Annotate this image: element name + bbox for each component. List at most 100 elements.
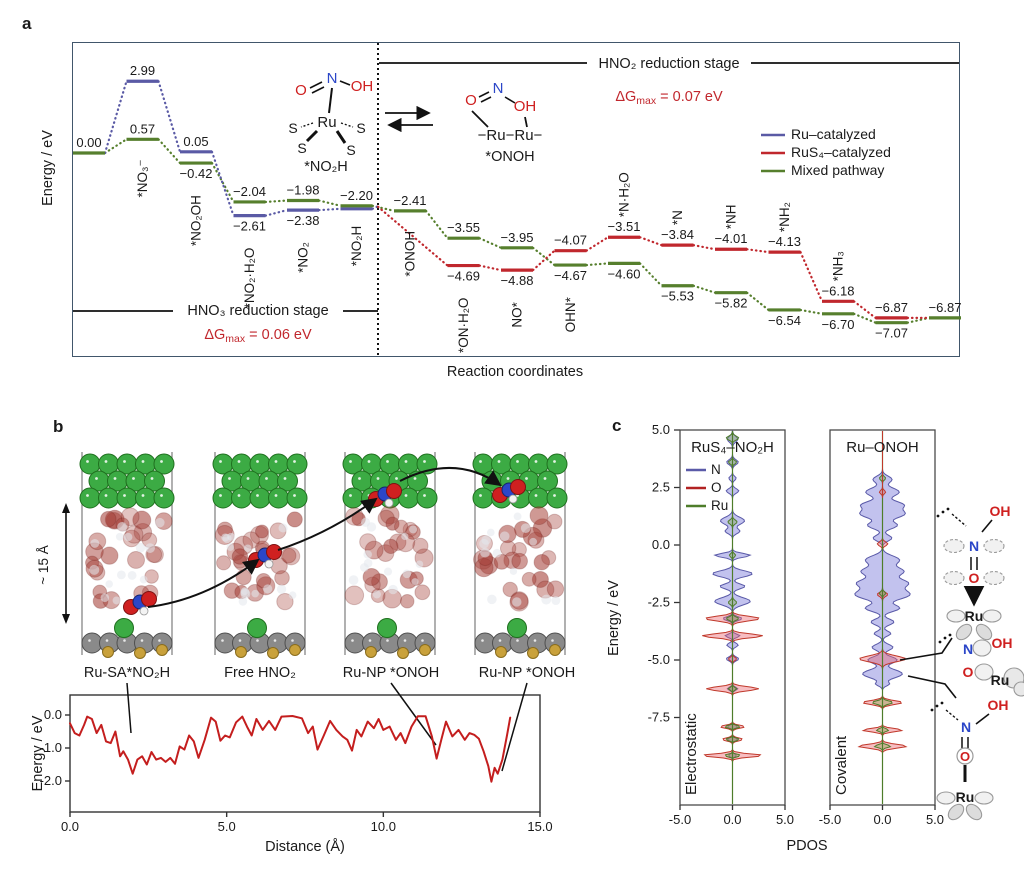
lone-pair-dot [940,701,944,705]
lone-pair-dot [946,507,950,511]
water-hydrogen-atom [388,584,398,595]
lone-pair-dot [948,633,952,637]
ru-s-bond [300,122,314,128]
orbital-lobe [943,570,965,586]
water-oxygen-atom [400,593,415,609]
snapshot-label: Free HNO₂ [224,665,296,681]
atom-highlight [386,639,389,642]
water-oxygen-atom [493,554,510,570]
single-bond [504,96,516,104]
inset-n-atom: N [327,70,338,87]
pdos-panel-title: Ru–ONOH [846,439,919,456]
species-label: NO* [510,301,525,327]
water-hydrogen-atom [415,560,424,569]
atom-highlight [506,477,510,480]
atom-highlight [404,460,408,463]
atom-highlight [123,494,126,497]
ru-s-bond [335,130,347,144]
n-label: N [969,538,979,554]
water-hydrogen-atom [226,543,235,551]
mixed-pathway-connector [264,199,289,204]
hno3-stage-header: HNO₃ reduction stage ΔGmax = 0.06 eV [73,303,378,345]
atom-highlight [104,460,108,463]
water-hydrogen-atom [154,517,165,528]
water-oxygen-atom [132,510,152,530]
water-hydrogen-atom [512,597,522,607]
sulfur-atom [419,644,431,656]
energy-value-label: −4.07 [554,233,587,248]
inset-oh-group: OH [514,98,537,115]
water-hydrogen-atom [278,523,288,533]
atom-highlight [423,460,426,463]
water-oxygen-atom [394,519,409,534]
n-ru-bond [328,87,333,114]
panel-a-letter: a [22,14,32,33]
annotation-leader-line [501,682,528,772]
inset-ru-atom: Ru [317,114,336,131]
atom-highlight [413,477,417,480]
atom-highlight [95,477,98,480]
aimd-y-axis-label: Energy / eV [30,715,46,791]
x-tick-label: 0.0 [61,819,79,834]
green-atom [277,470,298,492]
water-hydrogen-atom [402,569,412,579]
double-bond [311,86,325,94]
water-hydrogen-atom [492,548,502,558]
pdos-svg: 5.0 2.5 0.0 -2.5 -5.0 -7.5 Energy / eV RuS₄–NO₂… [606,422,1024,854]
water-oxygen-atom [282,547,301,566]
energy-value-label: −4.88 [501,273,534,288]
pdos-annotation: Covalent [833,735,850,795]
y-tick-label: 0.0 [44,707,62,722]
orbital-lobe [946,609,966,623]
pdos-annotation: Electrostatic [683,713,700,795]
water-hydrogen-atom [541,594,552,605]
hno3-dgmax-label: ΔGmax = 0.06 eV [204,327,312,345]
green-atom [268,487,289,509]
green-atom [135,487,156,509]
atom-highlight [395,477,398,480]
pdos-y-axis-label: Energy / eV [606,580,622,656]
water-hydrogen-atom [89,564,100,575]
energy-value-label: −2.61 [233,219,266,234]
inset-left-caption: *NO₂H [304,159,348,175]
water-hydrogen-atom [383,567,393,576]
double-bond [480,96,492,103]
water-oxygen-atom [414,584,431,601]
energy-value-label: −4.69 [447,269,480,284]
atom-highlight [551,639,554,642]
atom-highlight [237,494,241,497]
water-oxygen-atom [254,524,269,539]
water-hydrogen-atom [112,596,121,605]
ru-single-atom [507,618,527,638]
molecule-o-atom [141,591,157,607]
water-hydrogen-atom [363,558,373,568]
atom-highlight [498,639,502,642]
y-tick-label: -2.5 [648,595,670,610]
ru-s-bond [340,122,354,128]
ru-single-atom [377,618,397,638]
hno2-molecule [123,591,157,616]
energy-value-label: −4.13 [768,234,801,249]
green-atom [144,470,165,492]
legend-label: RuS₄–catalyzed [791,144,891,160]
rus4-catalyzed-connector [745,248,770,254]
atom-highlight [349,494,352,497]
water-oxygen-atom [385,516,400,531]
sulfur-atom [235,646,247,658]
panel-b-letter: b [53,417,64,436]
panel-a-legend: Ru–catalyzed RuS₄–catalyzed Mixed pathway [761,126,891,178]
water-oxygen-atom [216,555,232,571]
atom-highlight [479,494,482,497]
molecule-h-atom [264,559,274,569]
inset-s-atom: S [346,142,355,158]
species-label: *NO₃⁻ [135,159,150,197]
sulfur-atom [527,647,539,659]
energy-value-label: −6.70 [822,317,855,332]
mixed-pathway-connector [585,262,610,267]
atom-highlight [386,460,389,463]
water-oxygen-atom [546,580,565,598]
energy-value-label: 2.99 [130,63,155,78]
atom-highlight [246,477,250,480]
annotation-leader-line [126,682,132,734]
pdos-panel: Ru–ONOH Covalent -5.0 0.0 5.0 [819,429,944,827]
